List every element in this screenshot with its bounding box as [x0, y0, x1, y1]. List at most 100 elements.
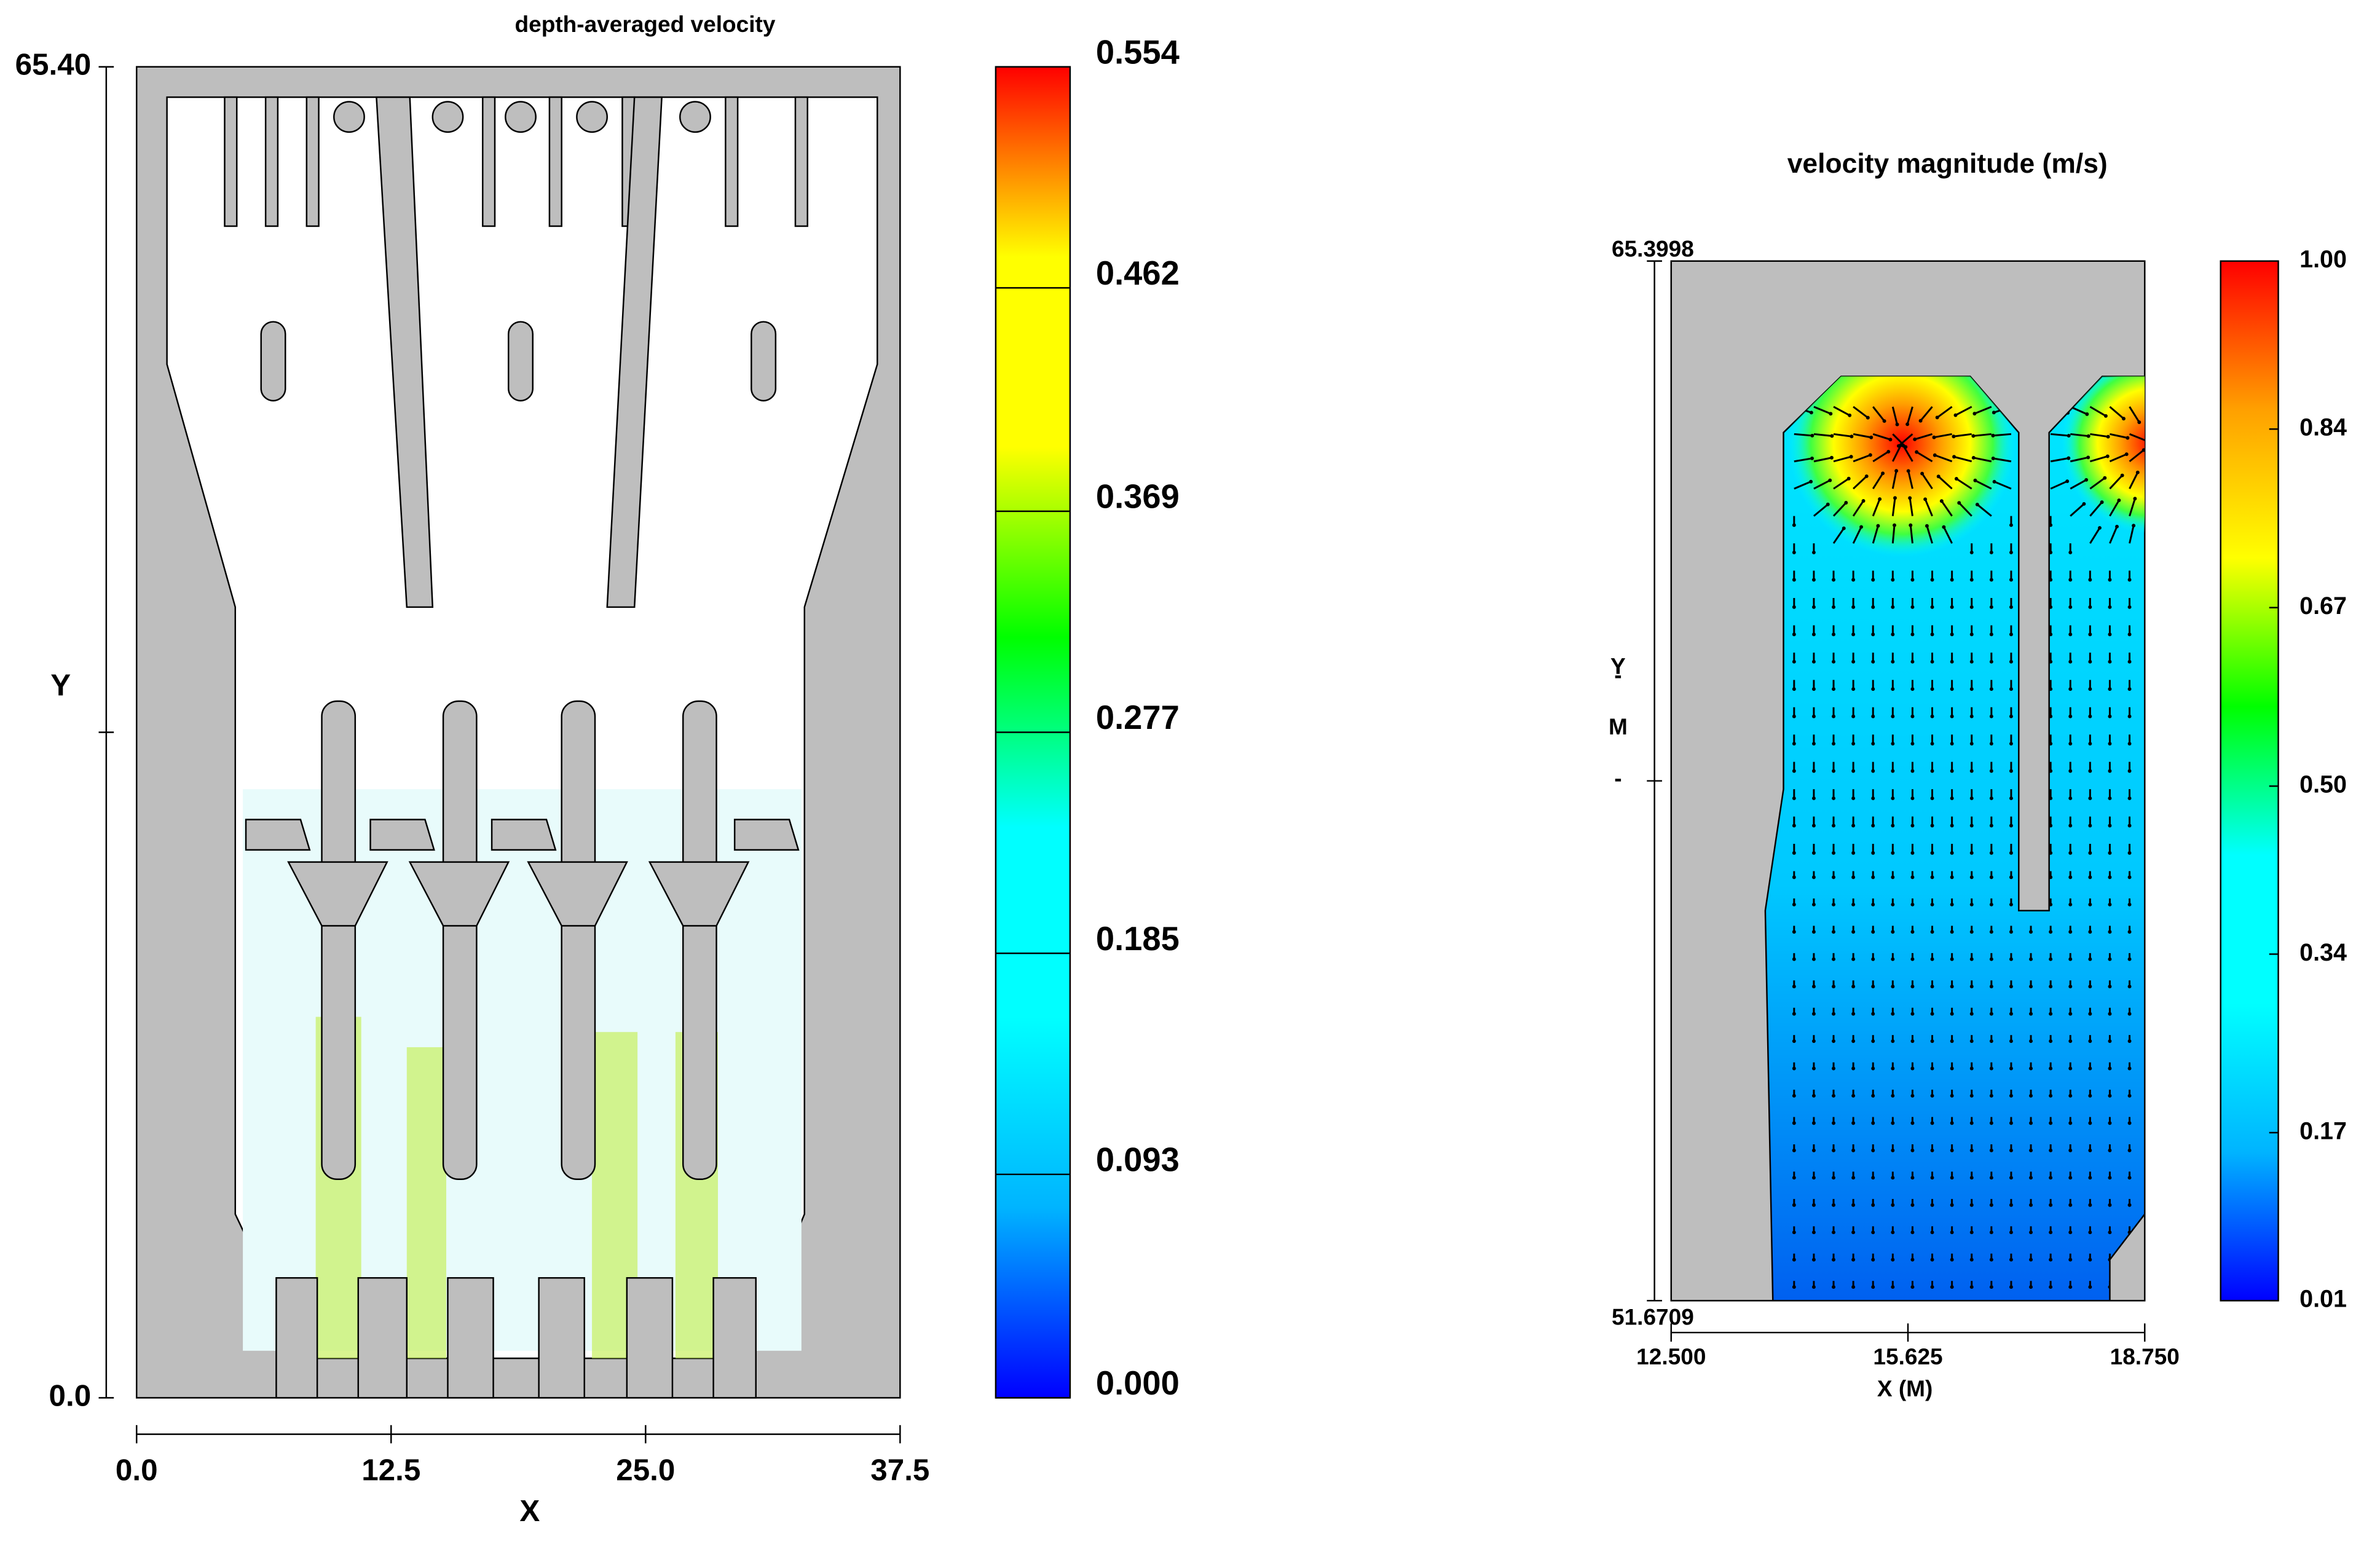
velocity-arrow-head: [2088, 1066, 2092, 1071]
velocity-arrow-head: [2088, 930, 2092, 934]
velocity-arrow-head: [1861, 499, 1866, 503]
velocity-arrow-head: [2088, 605, 2092, 609]
velocity-arrow-head: [2049, 632, 2053, 637]
velocity-arrow: [1853, 406, 1869, 419]
velocity-arrow-head: [2127, 851, 2132, 855]
velocity-arrow: [1852, 500, 1864, 517]
velocity-arrow-head: [2029, 957, 2033, 961]
velocity-arrow-head: [1989, 1148, 1993, 1152]
velocity-arrow-head: [1871, 1176, 1875, 1180]
velocity-arrow: [1794, 457, 1813, 463]
velocity-arrow-head: [1811, 1257, 1816, 1262]
velocity-arrow-head: [1792, 1148, 1796, 1152]
colorbar-label: 0.093: [1096, 1141, 1180, 1178]
velocity-arrow-head: [1871, 902, 1875, 907]
velocity-arrow-head: [1832, 1230, 1835, 1235]
velocity-arrow-head: [2117, 498, 2121, 503]
velocity-arrow-head: [1830, 434, 1834, 438]
velocity-arrow-head: [1910, 902, 1915, 907]
velocity-arrow-head: [1969, 985, 1974, 989]
velocity-arrow-head: [2127, 824, 2132, 828]
velocity-arrow-head: [1954, 477, 1958, 481]
velocity-arrow-head: [1969, 550, 1974, 554]
velocity-arrow-head: [1832, 1148, 1835, 1152]
velocity-arrow-head: [1811, 769, 1816, 773]
velocity-arrow: [1832, 502, 1847, 517]
velocity-arrow-head: [1930, 769, 1934, 773]
velocity-arrow: [1833, 478, 1850, 490]
velocity-arrow-head: [2127, 930, 2132, 934]
velocity-arrow-head: [2009, 1066, 2013, 1071]
velocity-arrow-head: [1950, 1066, 1954, 1071]
velocity-arrow-head: [2068, 902, 2073, 907]
velocity-arrow-head: [2068, 957, 2073, 961]
velocity-arrow-head: [2088, 1257, 2092, 1262]
velocity-arrow-head: [2049, 578, 2053, 582]
velocity-arrow: [1976, 503, 1992, 517]
velocity-arrow-head: [1832, 1039, 1835, 1044]
velocity-arrow-head: [2049, 769, 2053, 773]
velocity-arrow-head: [1992, 479, 1996, 484]
colorbar-label: 0.000: [1096, 1364, 1180, 1402]
velocity-arrow: [2070, 503, 2085, 517]
velocity-arrow: [1958, 502, 1972, 517]
velocity-arrow-head: [1792, 985, 1796, 989]
velocity-arrow-head: [2009, 605, 2013, 609]
velocity-arrow-head: [2029, 1039, 2033, 1044]
velocity-arrow-head: [1859, 525, 1864, 529]
velocity-arrow-head: [1811, 714, 1816, 718]
velocity-arrow: [1907, 470, 1913, 489]
velocity-arrow-head: [1851, 605, 1856, 609]
velocity-arrow-head: [1950, 605, 1954, 609]
velocity-arrow-head: [1851, 875, 1856, 879]
velocity-arrow: [2070, 406, 2087, 415]
velocity-arrow: [1941, 500, 1953, 517]
velocity-arrow-head: [1989, 578, 1993, 582]
velocity-arrow-head: [1930, 902, 1934, 907]
velocity-arrow: [2109, 406, 2124, 420]
velocity-arrow-head: [1969, 1121, 1974, 1125]
colorbar-label: 0.277: [1096, 699, 1180, 736]
velocity-arrow: [2129, 433, 2145, 442]
velocity-arrow-head: [1989, 1257, 1993, 1262]
velocity-arrow-head: [2068, 1121, 2073, 1125]
velocity-arrow-head: [2127, 1039, 2132, 1044]
velocity-arrow-head: [2049, 659, 2053, 664]
velocity-arrow: [1891, 406, 1898, 425]
velocity-arrow-head: [1851, 632, 1856, 637]
velocity-arrow-head: [1829, 455, 1834, 460]
velocity-arrow: [2129, 472, 2139, 489]
velocity-arrow-head: [1871, 1203, 1875, 1207]
velocity-arrow-head: [1871, 1257, 1875, 1262]
velocity-arrow-head: [1910, 1176, 1915, 1180]
velocity-arrow-head: [2009, 1148, 2013, 1152]
velocity-arrow-head: [1871, 1039, 1875, 1044]
velocity-arrow-head: [1871, 687, 1875, 691]
velocity-arrow-head: [1989, 659, 1993, 664]
velocity-arrow-head: [1930, 1012, 1934, 1016]
velocity-arrow-head: [2009, 659, 2013, 664]
velocity-arrow-head: [1832, 714, 1835, 718]
velocity-arrow-head: [2068, 1203, 2073, 1207]
velocity-arrow-head: [2142, 448, 2145, 452]
velocity-arrow-head: [1811, 1093, 1816, 1098]
velocity-arrow-head: [2009, 930, 2013, 934]
velocity-arrow: [1853, 433, 1872, 439]
velocity-arrow-head: [1910, 796, 1915, 800]
velocity-arrow-head: [2049, 1203, 2053, 1207]
velocity-arrow-head: [1930, 659, 1934, 664]
velocity-arrow-head: [1910, 1093, 1915, 1098]
velocity-arrow: [1906, 406, 1913, 425]
velocity-arrow-head: [2009, 523, 2013, 527]
velocity-arrow-head: [2106, 435, 2110, 439]
velocity-arrow-head: [1969, 1093, 1974, 1098]
velocity-arrow-head: [2049, 1285, 2053, 1289]
velocity-arrow-head: [2029, 1176, 2033, 1180]
velocity-arrow-head: [2068, 1148, 2073, 1152]
velocity-arrow-head: [1953, 413, 1958, 417]
velocity-arrow-head: [2068, 1039, 2073, 1044]
velocity-arrow-head: [1811, 687, 1816, 691]
velocity-arrow-head: [1868, 453, 1872, 457]
velocity-arrow-head: [1792, 1039, 1796, 1044]
y-tick-label: 65.40: [15, 48, 92, 82]
